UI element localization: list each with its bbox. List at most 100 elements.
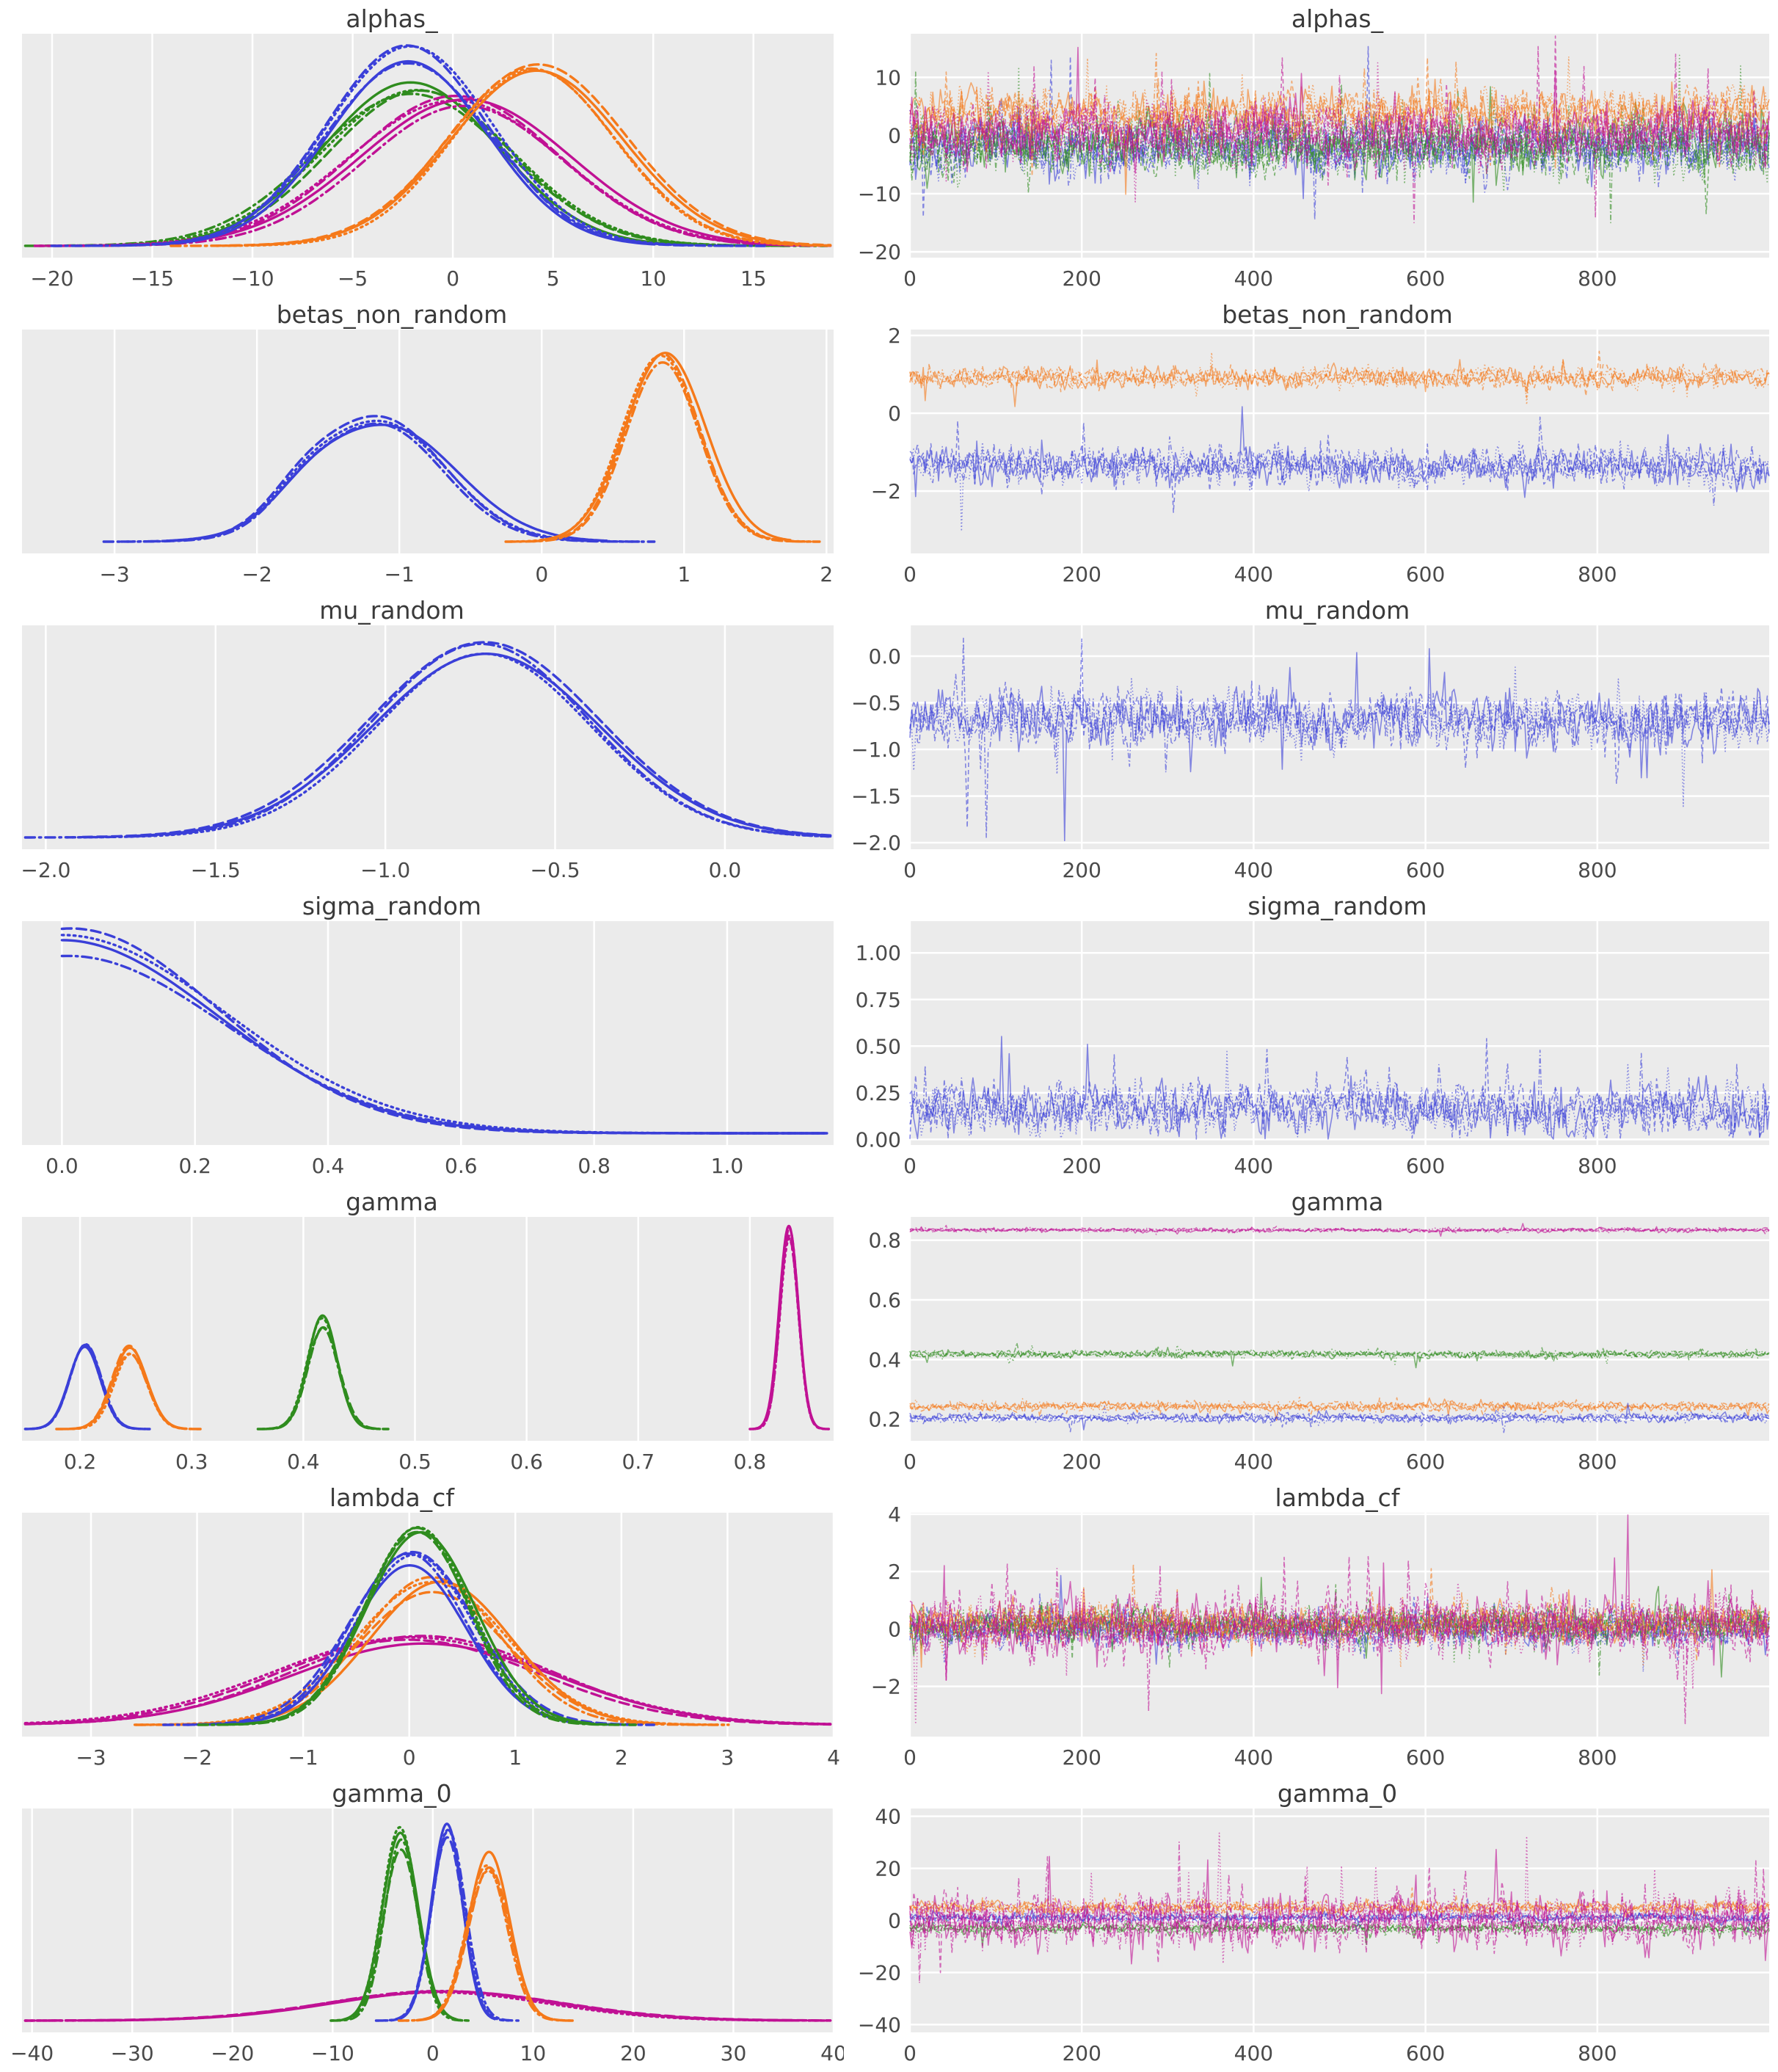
subplot-lambda-cf-kde: lambda_cf −3 −2 −1 0 1 2 3 4 [0, 1479, 844, 1775]
plot-title: gamma [346, 1188, 438, 1216]
svg-text:40: 40 [875, 1805, 901, 1829]
svg-text:−10: −10 [311, 2041, 354, 2065]
svg-text:0.0: 0.0 [868, 644, 901, 669]
svg-text:0: 0 [426, 2041, 440, 2065]
svg-text:0: 0 [903, 1154, 917, 1178]
svg-text:0: 0 [903, 1745, 917, 1770]
subplot-mu-random-trace: mu_random 0 200 400 600 800 0.0 −0.5 −1.0 −1.5 −2… [844, 592, 1778, 887]
svg-text:3: 3 [721, 1745, 735, 1770]
svg-text:0.6: 0.6 [445, 1154, 478, 1178]
svg-text:−1.5: −1.5 [191, 858, 241, 882]
plot-title: alphas_ [346, 4, 438, 33]
plot-canvas: 0 200 400 600 800 4 2 0 −2 [871, 1502, 1770, 1770]
svg-text:−20: −20 [858, 1960, 901, 1985]
svg-text:200: 200 [1062, 1154, 1101, 1178]
figure-row-sigma-random: sigma_random 0.0 0.2 0.4 0.6 0.8 1.0 sigma_ra… [0, 887, 1778, 1183]
subplot-gamma-0-trace: gamma_0 0 200 400 600 800 40 20 0 −20 −40 [844, 1775, 1778, 2071]
svg-text:2: 2 [888, 324, 901, 348]
plot-title: betas_non_random [1222, 300, 1453, 329]
svg-text:800: 800 [1578, 2041, 1617, 2065]
svg-text:0: 0 [888, 1617, 901, 1641]
svg-text:0.3: 0.3 [175, 1450, 208, 1474]
svg-text:−20: −20 [30, 266, 73, 291]
svg-text:400: 400 [1234, 2041, 1273, 2065]
svg-text:−0.5: −0.5 [531, 858, 580, 882]
plot-canvas: −40 −30 −20 −10 0 10 20 30 40 [10, 1809, 844, 2065]
plot-canvas: −20 −15 −10 −5 0 5 10 15 [22, 34, 834, 291]
svg-text:200: 200 [1062, 266, 1101, 291]
svg-text:400: 400 [1234, 858, 1273, 882]
svg-text:−10: −10 [858, 182, 901, 206]
svg-text:0.8: 0.8 [868, 1229, 901, 1253]
subplot-alphas-trace: alphas_ 0 200 400 600 800 10 0 −10 −20 [844, 0, 1778, 296]
svg-text:600: 600 [1406, 1745, 1445, 1770]
svg-text:1.00: 1.00 [856, 941, 901, 965]
svg-text:−2: −2 [182, 1745, 212, 1770]
figure-row-alphas: alphas_ −20 −15 −10 −5 0 5 10 15 alphas_ 0 200 40… [0, 0, 1778, 296]
figure-row-lambda-cf: lambda_cf −3 −2 −1 0 1 2 3 4 lambda_cf 0 200 400 6… [0, 1479, 1778, 1775]
svg-text:0: 0 [403, 1745, 416, 1770]
svg-text:2: 2 [888, 1560, 901, 1584]
svg-text:0.4: 0.4 [287, 1450, 320, 1474]
svg-text:600: 600 [1406, 1450, 1445, 1474]
svg-text:200: 200 [1062, 1745, 1101, 1770]
svg-text:−40: −40 [858, 2013, 901, 2037]
plot-title: sigma_random [1247, 892, 1427, 920]
svg-text:−30: −30 [111, 2041, 154, 2065]
plot-title: mu_random [319, 596, 464, 625]
plot-title: gamma [1291, 1188, 1384, 1216]
svg-text:5: 5 [547, 266, 560, 291]
subplot-lambda-cf-trace: lambda_cf 0 200 400 600 800 4 2 0 −2 [844, 1479, 1778, 1775]
subplot-gamma-trace: gamma 0 200 400 600 800 0.8 0.6 0.4 0.2 [844, 1183, 1778, 1479]
figure-row-gamma: gamma 0.2 0.3 0.4 0.5 0.6 0.7 0.8 gamma 0 200 40… [0, 1183, 1778, 1479]
subplot-gamma-0-kde: gamma_0 −40 −30 −20 −10 0 10 20 30 40 [0, 1775, 844, 2071]
plot-title: sigma_random [302, 892, 482, 920]
plot-canvas: 0.0 0.2 0.4 0.6 0.8 1.0 [22, 921, 834, 1178]
plot-canvas: 0 200 400 600 800 10 0 −10 −20 [858, 34, 1770, 291]
plot-title: gamma_0 [332, 1779, 452, 1808]
svg-text:10: 10 [875, 65, 901, 90]
svg-text:−1: −1 [385, 562, 415, 586]
svg-text:800: 800 [1578, 562, 1617, 586]
plot-canvas: 0 200 400 600 800 1.00 0.75 0.50 0.25 0.00 [856, 921, 1770, 1178]
svg-text:−5: −5 [338, 266, 368, 291]
svg-text:400: 400 [1234, 562, 1273, 586]
plot-title: mu_random [1264, 596, 1410, 625]
plot-title: alphas_ [1291, 4, 1384, 33]
svg-text:800: 800 [1578, 266, 1617, 291]
svg-text:−2.0: −2.0 [851, 831, 901, 855]
subplot-betas-non-random-kde: betas_non_random −3 −2 −1 0 1 2 [0, 296, 844, 592]
plot-canvas: 0 200 400 600 800 2 0 −2 [871, 324, 1770, 586]
svg-text:0.2: 0.2 [868, 1408, 901, 1432]
svg-text:0.0: 0.0 [45, 1154, 79, 1178]
svg-text:−20: −20 [211, 2041, 254, 2065]
svg-text:0.0: 0.0 [709, 858, 742, 882]
plot-canvas: −3 −2 −1 0 1 2 3 4 [22, 1513, 840, 1770]
subplot-gamma-kde: gamma 0.2 0.3 0.4 0.5 0.6 0.7 0.8 [0, 1183, 844, 1479]
plot-title: betas_non_random [276, 300, 508, 329]
svg-text:−1.0: −1.0 [851, 738, 901, 762]
svg-text:0.2: 0.2 [64, 1450, 97, 1474]
svg-text:4: 4 [827, 1745, 840, 1770]
plot-canvas: 0.2 0.3 0.4 0.5 0.6 0.7 0.8 [22, 1217, 834, 1474]
svg-text:0.75: 0.75 [856, 988, 901, 1012]
svg-text:0.2: 0.2 [178, 1154, 211, 1178]
svg-text:600: 600 [1406, 1154, 1445, 1178]
svg-text:800: 800 [1578, 1154, 1617, 1178]
svg-text:10: 10 [520, 2041, 547, 2065]
svg-text:−15: −15 [131, 266, 174, 291]
svg-text:600: 600 [1406, 562, 1445, 586]
svg-text:2: 2 [820, 562, 833, 586]
plot-canvas: −3 −2 −1 0 1 2 [22, 330, 834, 586]
svg-text:0: 0 [535, 562, 548, 586]
plot-canvas: 0 200 400 600 800 0.8 0.6 0.4 0.2 [868, 1217, 1770, 1474]
svg-text:15: 15 [740, 266, 767, 291]
svg-text:0: 0 [888, 1909, 901, 1933]
svg-text:0: 0 [903, 2041, 917, 2065]
svg-text:0: 0 [446, 266, 459, 291]
svg-text:−10: −10 [231, 266, 274, 291]
svg-text:30: 30 [721, 2041, 747, 2065]
svg-text:1: 1 [509, 1745, 522, 1770]
